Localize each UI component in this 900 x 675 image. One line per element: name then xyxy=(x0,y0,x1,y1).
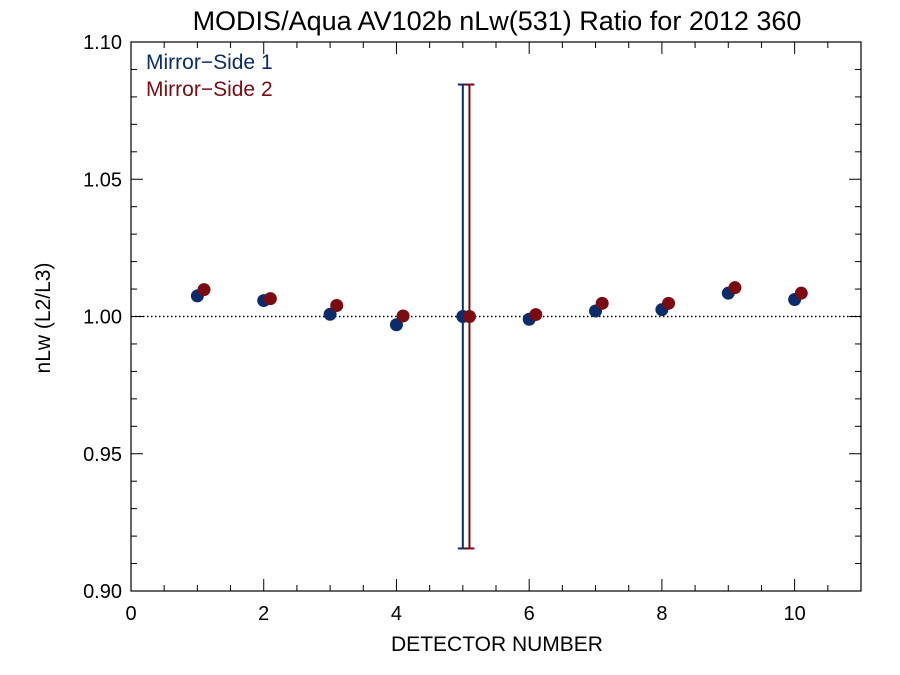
y-tick-label: 0.95 xyxy=(83,444,122,466)
x-tick-label: 2 xyxy=(258,603,269,625)
y-tick-label: 1.10 xyxy=(83,32,122,54)
data-point-series-2 xyxy=(197,283,211,297)
data-point-series-2 xyxy=(595,296,609,310)
data-point-series-2 xyxy=(662,296,676,310)
plot-area: 0 2 4 6 8 10 0.90 0.95 1.00 1.05 1.10 xyxy=(83,32,862,625)
x-tick-label: 4 xyxy=(391,603,402,625)
data-point-series-2 xyxy=(462,310,476,323)
legend: Mirror−Side 1 Mirror−Side 2 xyxy=(146,51,273,101)
y-tick-label: 1.00 xyxy=(83,307,122,329)
data-point-series-2 xyxy=(794,286,808,300)
x-tick-label: 6 xyxy=(524,603,535,625)
legend-entry-mirror-side-2: Mirror−Side 2 xyxy=(146,78,273,101)
x-tick-label: 8 xyxy=(656,603,667,625)
y-tick-label: 0.90 xyxy=(83,581,122,603)
x-axis-label: DETECTOR NUMBER xyxy=(391,633,603,656)
y-tick-label: 1.05 xyxy=(83,169,122,191)
data-point-series-2 xyxy=(529,308,543,322)
data-point-series-2 xyxy=(330,299,344,313)
chart-title: MODIS/Aqua AV102b nLw(531) Ratio for 201… xyxy=(193,6,802,36)
legend-entry-mirror-side-1: Mirror−Side 1 xyxy=(146,51,273,74)
data-point-series-2 xyxy=(396,309,410,323)
y-axis-label: nLw (L2/L3) xyxy=(32,263,55,374)
x-tick-label: 10 xyxy=(784,603,806,625)
data-point-series-2 xyxy=(728,281,742,295)
data-point-series-2 xyxy=(263,292,277,306)
x-tick-label: 0 xyxy=(125,603,136,625)
